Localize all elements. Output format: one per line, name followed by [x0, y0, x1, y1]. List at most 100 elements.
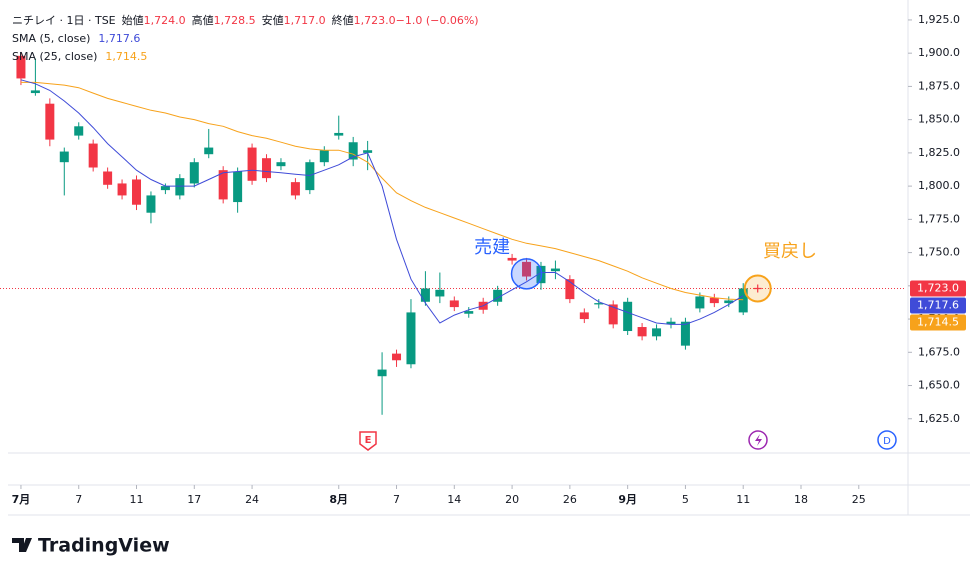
- candle-body: [493, 289, 503, 302]
- earnings-marker[interactable]: [359, 431, 377, 451]
- x-tick-label: 18: [794, 493, 808, 506]
- candle-body: [247, 147, 257, 181]
- candle-body: [724, 300, 734, 304]
- sma-line: [20, 81, 744, 301]
- price-badge: [910, 280, 966, 297]
- legend-value: 1,717.6: [98, 32, 141, 45]
- quote-value: 1,724.0: [143, 14, 186, 27]
- y-tick-label: 1,800.0: [918, 179, 960, 192]
- plus-icon: [753, 284, 762, 293]
- brand-name: TradingView: [38, 535, 170, 557]
- candle-body: [449, 300, 459, 308]
- candle-body: [117, 183, 127, 196]
- candle-body: [680, 321, 690, 346]
- candle-body: [45, 103, 55, 140]
- legend-name: SMA (5, close): [12, 32, 91, 45]
- candle-body: [189, 162, 199, 184]
- y-tick-label: 1,750.0: [918, 246, 960, 259]
- candle-body: [30, 90, 40, 94]
- candle-body: [276, 162, 286, 167]
- candle-body: [103, 171, 113, 185]
- annotation: 売建: [474, 237, 510, 258]
- candle-body: [204, 147, 214, 155]
- candle-body: [16, 55, 26, 79]
- legend-entry: SMA (25, close) 1,714.5: [12, 48, 485, 66]
- legend-name: SMA (25, close): [12, 50, 98, 63]
- y-tick-label: 1,900.0: [918, 46, 960, 59]
- candle-body: [233, 171, 243, 203]
- candle-body: [88, 143, 98, 168]
- candle-body: [290, 182, 300, 196]
- y-tick-label: 1,650.0: [918, 379, 960, 392]
- candle-body: [160, 186, 170, 191]
- candle-body: [377, 369, 387, 377]
- candle-body: [392, 353, 402, 361]
- price-badge-label: 1,714.5: [917, 315, 959, 328]
- quote-value: 1,723.0: [353, 14, 396, 27]
- candle-body: [59, 151, 69, 163]
- candle-body: [319, 150, 329, 163]
- candle-body: [709, 297, 719, 304]
- candle-body: [608, 304, 618, 325]
- brand-logo: [12, 538, 32, 552]
- price-badge-label: 1,723.0: [917, 281, 959, 294]
- symbol: ニチレイ · 1日 · TSE: [12, 14, 116, 27]
- candle-body: [218, 170, 228, 200]
- candle-body: [406, 312, 416, 365]
- x-tick-label: 7月: [12, 493, 31, 506]
- candle-body: [435, 289, 445, 297]
- candle-body: [623, 301, 633, 332]
- price-badge: [910, 314, 966, 331]
- price-badge: [910, 297, 966, 314]
- candle-body: [146, 195, 156, 213]
- x-tick-label: 25: [852, 493, 866, 506]
- candle-body: [348, 142, 358, 160]
- quote-label: 安値: [261, 14, 284, 27]
- x-tick-label: 26: [563, 493, 577, 506]
- dividend-marker[interactable]: [877, 430, 897, 450]
- sma-line: [20, 79, 744, 325]
- candle-body: [565, 279, 575, 300]
- legend: ニチレイ · 1日 · TSE 始値1,724.0 高値1,728.5 安値1,717…: [12, 12, 485, 66]
- candle-body: [507, 257, 517, 261]
- candle-body: [695, 296, 705, 309]
- y-tick-label: 1,825.0: [918, 146, 960, 159]
- quote-label: 始値: [121, 14, 144, 27]
- event-label: D: [883, 436, 891, 447]
- y-tick-label: 1,625.0: [918, 412, 960, 425]
- candle-body: [363, 150, 373, 153]
- plot: 1,625.01,650.01,675.01,700.01,725.01,750…: [0, 13, 966, 506]
- annotation: 買戻し: [763, 241, 817, 262]
- x-tick-label: 20: [505, 493, 519, 506]
- candle-body: [522, 261, 532, 277]
- candle-body: [666, 321, 676, 325]
- candle-body: [74, 126, 84, 136]
- candle-body: [579, 312, 589, 320]
- quote-label: 終値: [331, 14, 354, 27]
- x-tick-label: 14: [447, 493, 461, 506]
- event-label: E: [365, 435, 372, 446]
- indicator-legend: SMA (5, close) 1,717.6 SMA (25, close) 1,71…: [12, 30, 485, 66]
- y-tick-label: 1,925.0: [918, 13, 960, 26]
- quote-line: ニチレイ · 1日 · TSE 始値1,724.0 高値1,728.5 安値1,717…: [12, 12, 485, 30]
- quote-value: 1,717.0: [283, 14, 326, 27]
- x-tick-label: 11: [130, 493, 144, 506]
- x-tick-label: 5: [682, 493, 689, 506]
- candle-body: [132, 179, 142, 205]
- candle-body: [464, 311, 474, 314]
- price-badge-label: 1,717.6: [917, 298, 959, 311]
- candle-body: [262, 158, 272, 179]
- y-tick-label: 1,875.0: [918, 79, 960, 92]
- candle-body: [305, 162, 315, 191]
- x-tick-label: 7: [393, 493, 400, 506]
- candle-body: [420, 288, 430, 302]
- x-tick-label: 11: [736, 493, 750, 506]
- change: −1.0 (−0.06%): [395, 14, 479, 27]
- sell-marker: [510, 258, 543, 290]
- quote-label: 高値: [191, 14, 214, 27]
- legend-entry: SMA (5, close) 1,717.6: [12, 30, 485, 48]
- y-tick-label: 1,675.0: [918, 345, 960, 358]
- x-tick-label: 7: [75, 493, 82, 506]
